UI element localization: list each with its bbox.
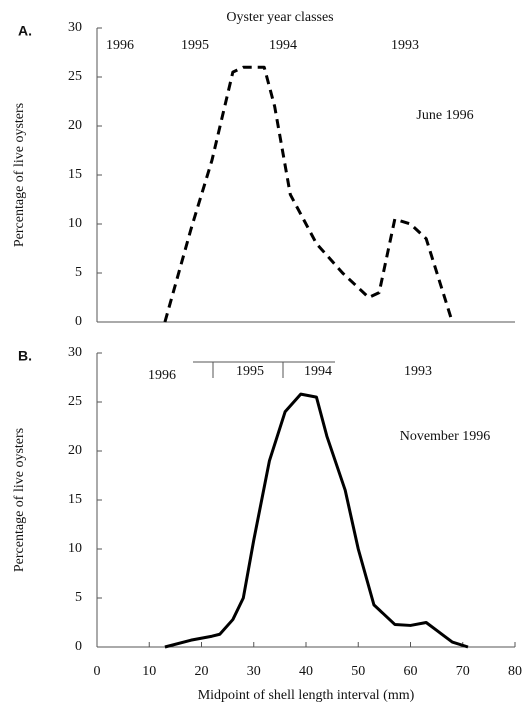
- year-class-label: 1993: [404, 364, 432, 379]
- x-tick-label: 20: [195, 664, 209, 679]
- year-class-label: 1994: [269, 38, 297, 53]
- y-tick-label: 25: [68, 69, 82, 84]
- x-tick-label: 60: [404, 664, 418, 679]
- y-tick-label: 25: [68, 394, 82, 409]
- y-tick-label: 20: [68, 118, 82, 133]
- x-tick-label: 40: [299, 664, 313, 679]
- annotation: June 1996: [416, 108, 473, 123]
- year-class-label: 1995: [181, 38, 209, 53]
- y-tick-label: 0: [75, 314, 82, 329]
- data-line: [164, 392, 469, 649]
- y-tick-label: 20: [68, 443, 82, 458]
- year-class-label: 1994: [304, 364, 332, 379]
- year-class-label: 1995: [236, 364, 264, 379]
- x-tick-label: 70: [456, 664, 470, 679]
- y-tick-label: 30: [68, 20, 82, 35]
- y-axis-label: Percentage of live oysters: [12, 428, 27, 572]
- annotation: November 1996: [400, 429, 491, 444]
- y-tick-label: 5: [75, 265, 82, 280]
- panel-label: A.: [18, 23, 32, 39]
- x-tick-label: 30: [247, 664, 261, 679]
- y-tick-label: 15: [68, 492, 82, 507]
- y-tick-label: 10: [68, 541, 82, 556]
- year-class-label: 1993: [391, 38, 419, 53]
- panel-title: Oyster year classes: [226, 10, 333, 25]
- year-class-label: 1996: [148, 368, 176, 383]
- x-tick-label: 80: [508, 664, 522, 679]
- x-tick-label: 0: [94, 664, 101, 679]
- y-axis-label: Percentage of live oysters: [12, 103, 27, 247]
- y-tick-label: 10: [68, 216, 82, 231]
- panel-label: B.: [18, 348, 32, 364]
- x-tick-label: 10: [142, 664, 156, 679]
- x-axis-label: Midpoint of shell length interval (mm): [198, 688, 415, 703]
- year-class-label: 1996: [106, 38, 134, 53]
- y-tick-label: 0: [75, 639, 82, 654]
- y-tick-label: 15: [68, 167, 82, 182]
- data-line: [163, 65, 454, 323]
- y-tick-label: 30: [68, 345, 82, 360]
- y-tick-label: 5: [75, 590, 82, 605]
- x-tick-label: 50: [351, 664, 365, 679]
